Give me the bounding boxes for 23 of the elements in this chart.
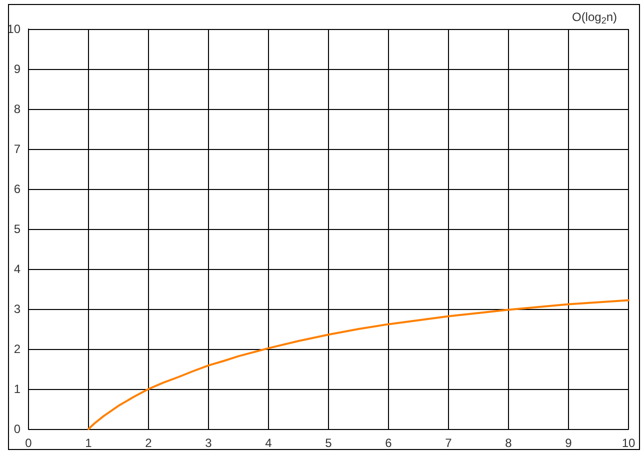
x-tick-label: 5 — [325, 436, 332, 450]
y-tick-label: 1 — [14, 382, 21, 396]
x-tick-label: 9 — [565, 436, 572, 450]
x-tick-label: 10 — [622, 436, 636, 450]
x-tick-label: 1 — [85, 436, 92, 450]
x-tick-label: 6 — [385, 436, 392, 450]
y-tick-label: 9 — [14, 62, 21, 76]
x-tick-label: 4 — [265, 436, 272, 450]
x-tick-label: 8 — [505, 436, 512, 450]
y-tick-label: 2 — [14, 342, 21, 356]
y-tick-label: 0 — [14, 422, 21, 436]
x-tick-label: 3 — [205, 436, 212, 450]
y-tick-label: 6 — [14, 182, 21, 196]
y-tick-label: 8 — [14, 102, 21, 116]
y-tick-label: 10 — [7, 22, 21, 36]
line-series — [88, 299, 630, 430]
y-tick-label: 4 — [14, 262, 21, 276]
y-tick-label: 3 — [14, 302, 21, 316]
x-tick-label: 0 — [25, 436, 32, 450]
x-tick-label: 7 — [445, 436, 452, 450]
y-tick-label: 7 — [14, 142, 21, 156]
x-tick-label: 2 — [145, 436, 152, 450]
y-tick-label: 5 — [14, 222, 21, 236]
